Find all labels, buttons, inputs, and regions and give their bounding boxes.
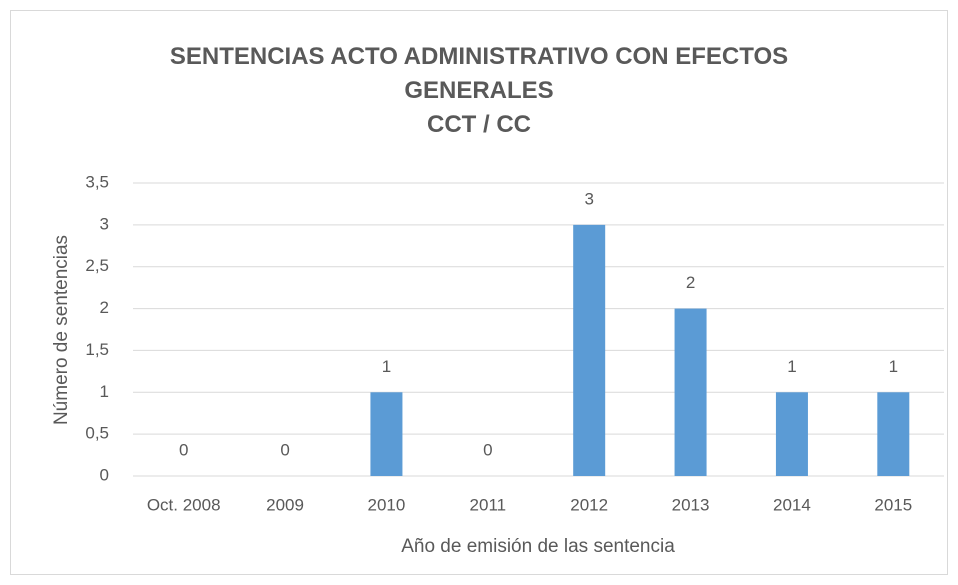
bar: [775, 392, 808, 476]
y-tick-label: 1,5: [85, 340, 109, 359]
data-label: 1: [787, 357, 796, 376]
y-tick-label: 2: [100, 298, 109, 317]
x-tick-label: Oct. 2008: [147, 495, 221, 514]
x-tick-label: 2010: [368, 495, 406, 514]
title-block: SENTENCIAS ACTO ADMINISTRATIVO CON EFECT…: [129, 40, 829, 142]
x-axis-label: Año de emisión de las sentencia: [401, 536, 675, 557]
bar: [877, 392, 910, 476]
data-label: 2: [686, 273, 695, 292]
y-tick-label: 0: [100, 465, 109, 484]
y-tick-label: 3: [100, 214, 109, 233]
data-label: 0: [280, 440, 289, 459]
y-axis-label: Número de sentencias: [51, 235, 72, 425]
chart-subtitle: CCT / CC: [427, 111, 531, 138]
x-tick-label: 2013: [672, 495, 710, 514]
x-tick-label: 2015: [874, 495, 912, 514]
x-tick-label: 2014: [773, 495, 811, 514]
data-label: 0: [483, 440, 492, 459]
x-tick-label: 2012: [570, 495, 608, 514]
y-tick-label: 0,5: [85, 424, 109, 443]
data-label: 1: [889, 357, 898, 376]
data-label: 1: [382, 357, 391, 376]
y-tick-label: 1: [100, 382, 109, 401]
x-tick-label: 2009: [266, 495, 304, 514]
chart-title: SENTENCIAS ACTO ADMINISTRATIVO CON EFECT…: [169, 43, 789, 104]
data-label: 0: [179, 440, 188, 459]
chart-frame: [10, 10, 948, 575]
data-label: 3: [584, 189, 593, 208]
bar: [674, 308, 707, 476]
y-tick-label: 3,5: [85, 172, 109, 191]
bar: [573, 224, 606, 476]
y-tick-label: 2,5: [85, 256, 109, 275]
x-tick-label: 2011: [470, 495, 507, 514]
bar: [370, 392, 403, 476]
